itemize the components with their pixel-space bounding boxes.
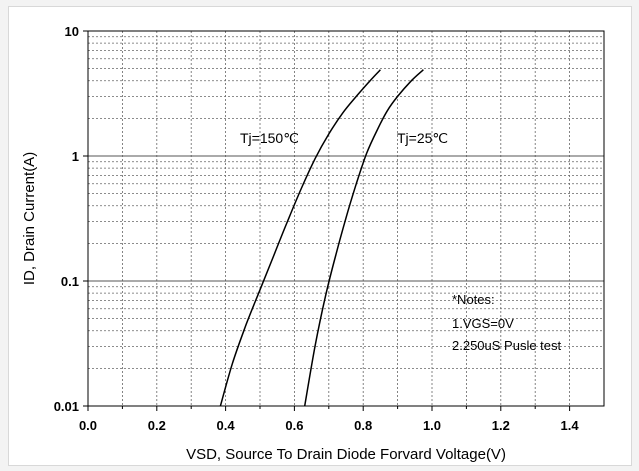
grid bbox=[88, 31, 604, 406]
tick-labels: 0.0 0.2 0.4 0.6 0.8 1.0 1.2 1.4 0.01 0.1 1 10 bbox=[54, 24, 580, 433]
y-tick-label: 0.01 bbox=[54, 399, 79, 414]
x-tick-label: 1.4 bbox=[561, 418, 580, 433]
y-axis-title: ID, Drain Current(A) bbox=[21, 152, 38, 285]
note-vgs: 1.VGS=0V bbox=[452, 316, 514, 331]
series-line-25 bbox=[303, 69, 424, 407]
x-tick-label: 0.8 bbox=[354, 418, 372, 433]
series-line-150 bbox=[219, 69, 381, 407]
series-label-25: Tj=25℃ bbox=[397, 130, 448, 146]
series-label-150: Tj=150℃ bbox=[240, 130, 299, 146]
notes-box: *Notes: 1.VGS=0V 2.250uS Pusle test bbox=[452, 292, 562, 353]
x-tick-label: 1.0 bbox=[423, 418, 441, 433]
x-tick-label: 0.2 bbox=[148, 418, 166, 433]
y-tick-label: 10 bbox=[65, 24, 79, 39]
tick-marks bbox=[83, 30, 571, 411]
y-tick-label: 1 bbox=[72, 149, 79, 164]
x-tick-label: 0.4 bbox=[217, 418, 236, 433]
x-tick-label: 1.2 bbox=[492, 418, 510, 433]
plot-area bbox=[87, 30, 605, 407]
y-tick-label: 0.1 bbox=[61, 274, 79, 289]
chart-frame bbox=[8, 6, 632, 466]
x-tick-label: 0.6 bbox=[285, 418, 303, 433]
x-tick-label: 0.0 bbox=[79, 418, 97, 433]
note-pulse-test: 2.250uS Pusle test bbox=[452, 338, 562, 353]
x-axis-title: VSD, Source To Drain Diode Forvard Volta… bbox=[186, 446, 506, 463]
note-title: *Notes: bbox=[452, 292, 495, 307]
series-layer bbox=[219, 69, 424, 407]
